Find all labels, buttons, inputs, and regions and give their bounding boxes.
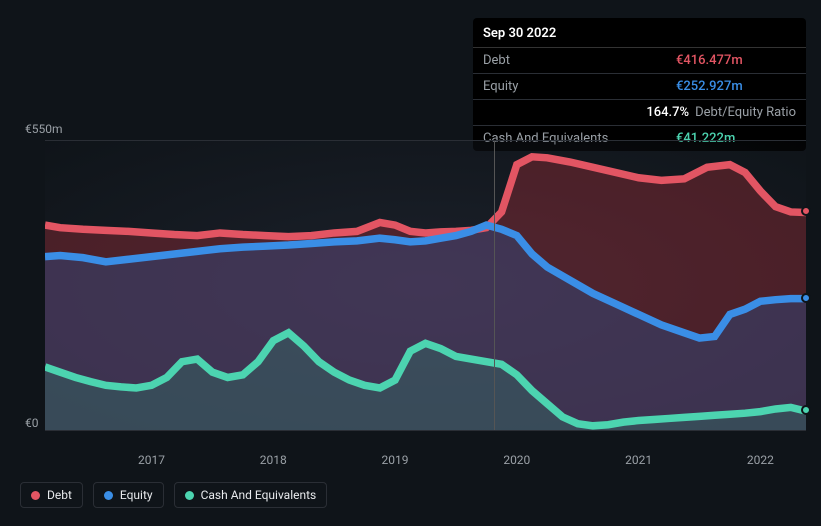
tooltip-row-extra: Debt/Equity Ratio — [695, 105, 796, 120]
tooltip-row-value: 164.7%Debt/Equity Ratio — [646, 105, 796, 120]
legend-item-debt[interactable]: Debt — [20, 482, 83, 508]
legend-label: Cash And Equivalents — [201, 488, 317, 502]
legend: Debt Equity Cash And Equivalents — [20, 482, 327, 508]
legend-dot-icon — [185, 491, 194, 500]
legend-item-cash-and-equivalents[interactable]: Cash And Equivalents — [174, 482, 328, 508]
tooltip-row-label: Equity — [483, 79, 676, 94]
x-tick: 2018 — [260, 453, 287, 467]
tooltip-row-value: €252.927m — [676, 79, 796, 94]
legend-label: Equity — [120, 488, 153, 502]
chart-svg — [45, 141, 806, 430]
legend-item-equity[interactable]: Equity — [93, 482, 164, 508]
legend-dot-icon — [31, 491, 40, 500]
y-axis-min: €0 — [25, 416, 39, 430]
tooltip-row: Equity€252.927m — [473, 74, 806, 100]
hover-indicator — [494, 141, 495, 430]
tooltip-row-label: Debt — [483, 53, 676, 68]
tooltip-row-value: €416.477m — [676, 53, 796, 68]
chart-area: €550m €0 2017 2018 2019 2020 2021 2022 — [15, 120, 806, 471]
y-axis-max: €550m — [25, 122, 63, 136]
series-end-dot-debt — [801, 206, 811, 216]
legend-label: Debt — [47, 488, 72, 502]
series-end-dot-cash-and-equivalents — [801, 405, 811, 415]
tooltip-row: Debt€416.477m — [473, 48, 806, 74]
series-end-dot-equity — [801, 293, 811, 303]
plot-region[interactable] — [45, 140, 806, 431]
tooltip-date: Sep 30 2022 — [473, 18, 806, 48]
tooltip-row-label — [483, 105, 646, 120]
x-tick: 2019 — [382, 453, 409, 467]
x-tick: 2020 — [503, 453, 530, 467]
x-tick: 2017 — [138, 453, 165, 467]
x-tick: 2022 — [747, 453, 774, 467]
legend-dot-icon — [104, 491, 113, 500]
x-tick: 2021 — [625, 453, 652, 467]
